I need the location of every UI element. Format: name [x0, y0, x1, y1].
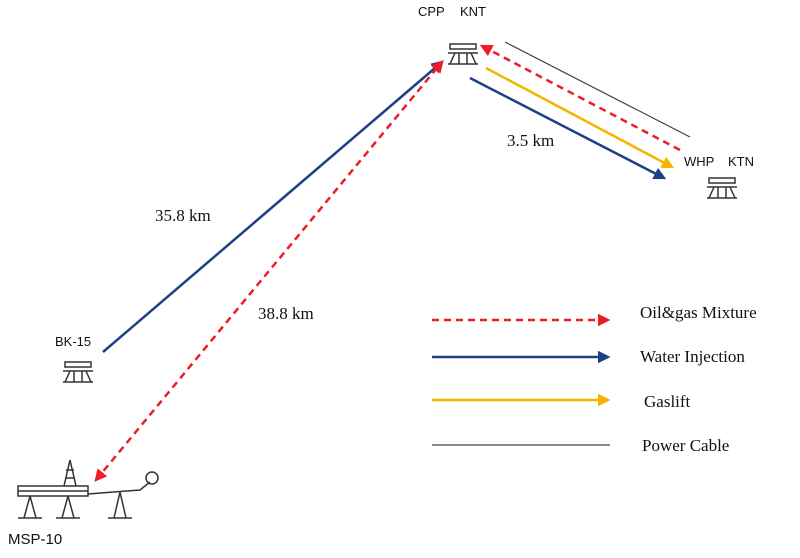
legend: Oil&gas Mixture Water Injection Gaslift …: [432, 303, 757, 455]
node-label: MSP-10: [8, 531, 62, 548]
node-label: BK-15: [55, 334, 91, 349]
legend-label: Power Cable: [642, 436, 729, 455]
legend-label: Oil&gas Mixture: [640, 303, 757, 322]
platform-icon: [706, 177, 738, 199]
distance-label: 3.5 km: [507, 131, 554, 150]
node-label: WHP: [684, 154, 714, 169]
oil-gas-line: [94, 60, 444, 482]
power-cable: [504, 41, 691, 138]
node-sublabel: KNT: [460, 4, 486, 19]
distance-label: 38.8 km: [258, 304, 314, 323]
node-label: CPP: [418, 4, 445, 19]
platform-icon: [447, 43, 479, 65]
legend-label: Gaslift: [644, 392, 691, 411]
oil-gas-line: [479, 44, 681, 152]
gaslift-line: [485, 66, 675, 169]
water-injection-line: [469, 76, 667, 180]
platform-icon: [62, 361, 94, 383]
msp-platform-icon: [17, 459, 159, 519]
distance-label: 35.8 km: [155, 206, 211, 225]
legend-label: Water Injection: [640, 347, 745, 366]
node-sublabel: KTN: [728, 154, 754, 169]
